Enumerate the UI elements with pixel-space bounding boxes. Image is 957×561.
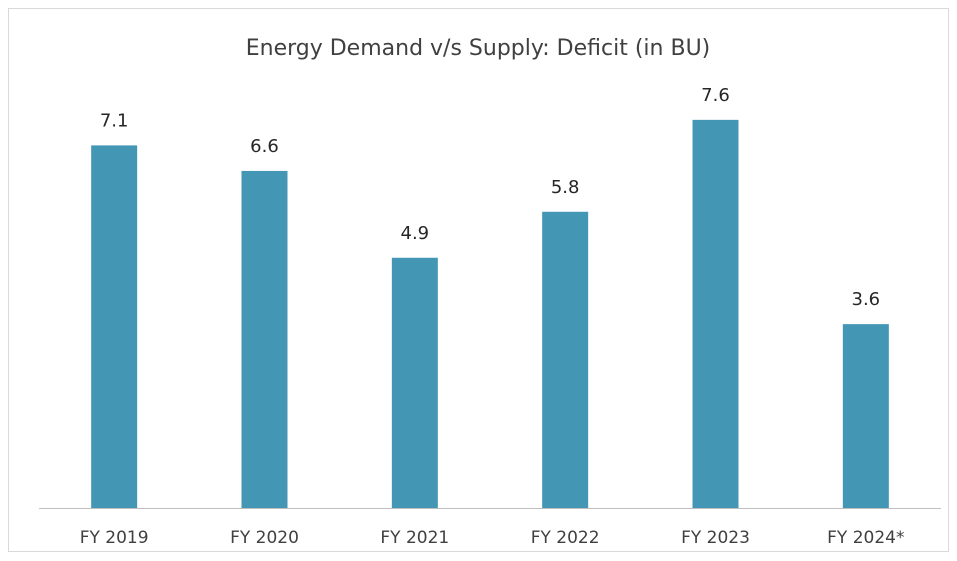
value-label: 4.9 (401, 223, 430, 244)
x-tick-label: FY 2023 (681, 528, 750, 548)
x-tick-label: FY 2019 (80, 528, 149, 548)
chart-frame (8, 8, 949, 552)
value-label: 5.8 (551, 177, 580, 198)
bar (241, 170, 288, 508)
value-label: 3.6 (852, 289, 881, 310)
chart-title: Energy Demand v/s Supply: Deficit (in BU… (246, 36, 711, 61)
x-tick-label: FY 2020 (230, 528, 299, 548)
value-label: 7.1 (100, 110, 129, 131)
bar (692, 119, 739, 508)
bar (91, 145, 138, 508)
value-label: 7.6 (701, 85, 730, 106)
x-tick-label: FY 2024* (827, 528, 904, 548)
x-tick-label: FY 2021 (380, 528, 449, 548)
bar (542, 211, 589, 509)
value-label: 6.6 (250, 136, 279, 157)
bar (391, 257, 438, 508)
x-tick-label: FY 2022 (531, 528, 600, 548)
bar (842, 324, 889, 508)
